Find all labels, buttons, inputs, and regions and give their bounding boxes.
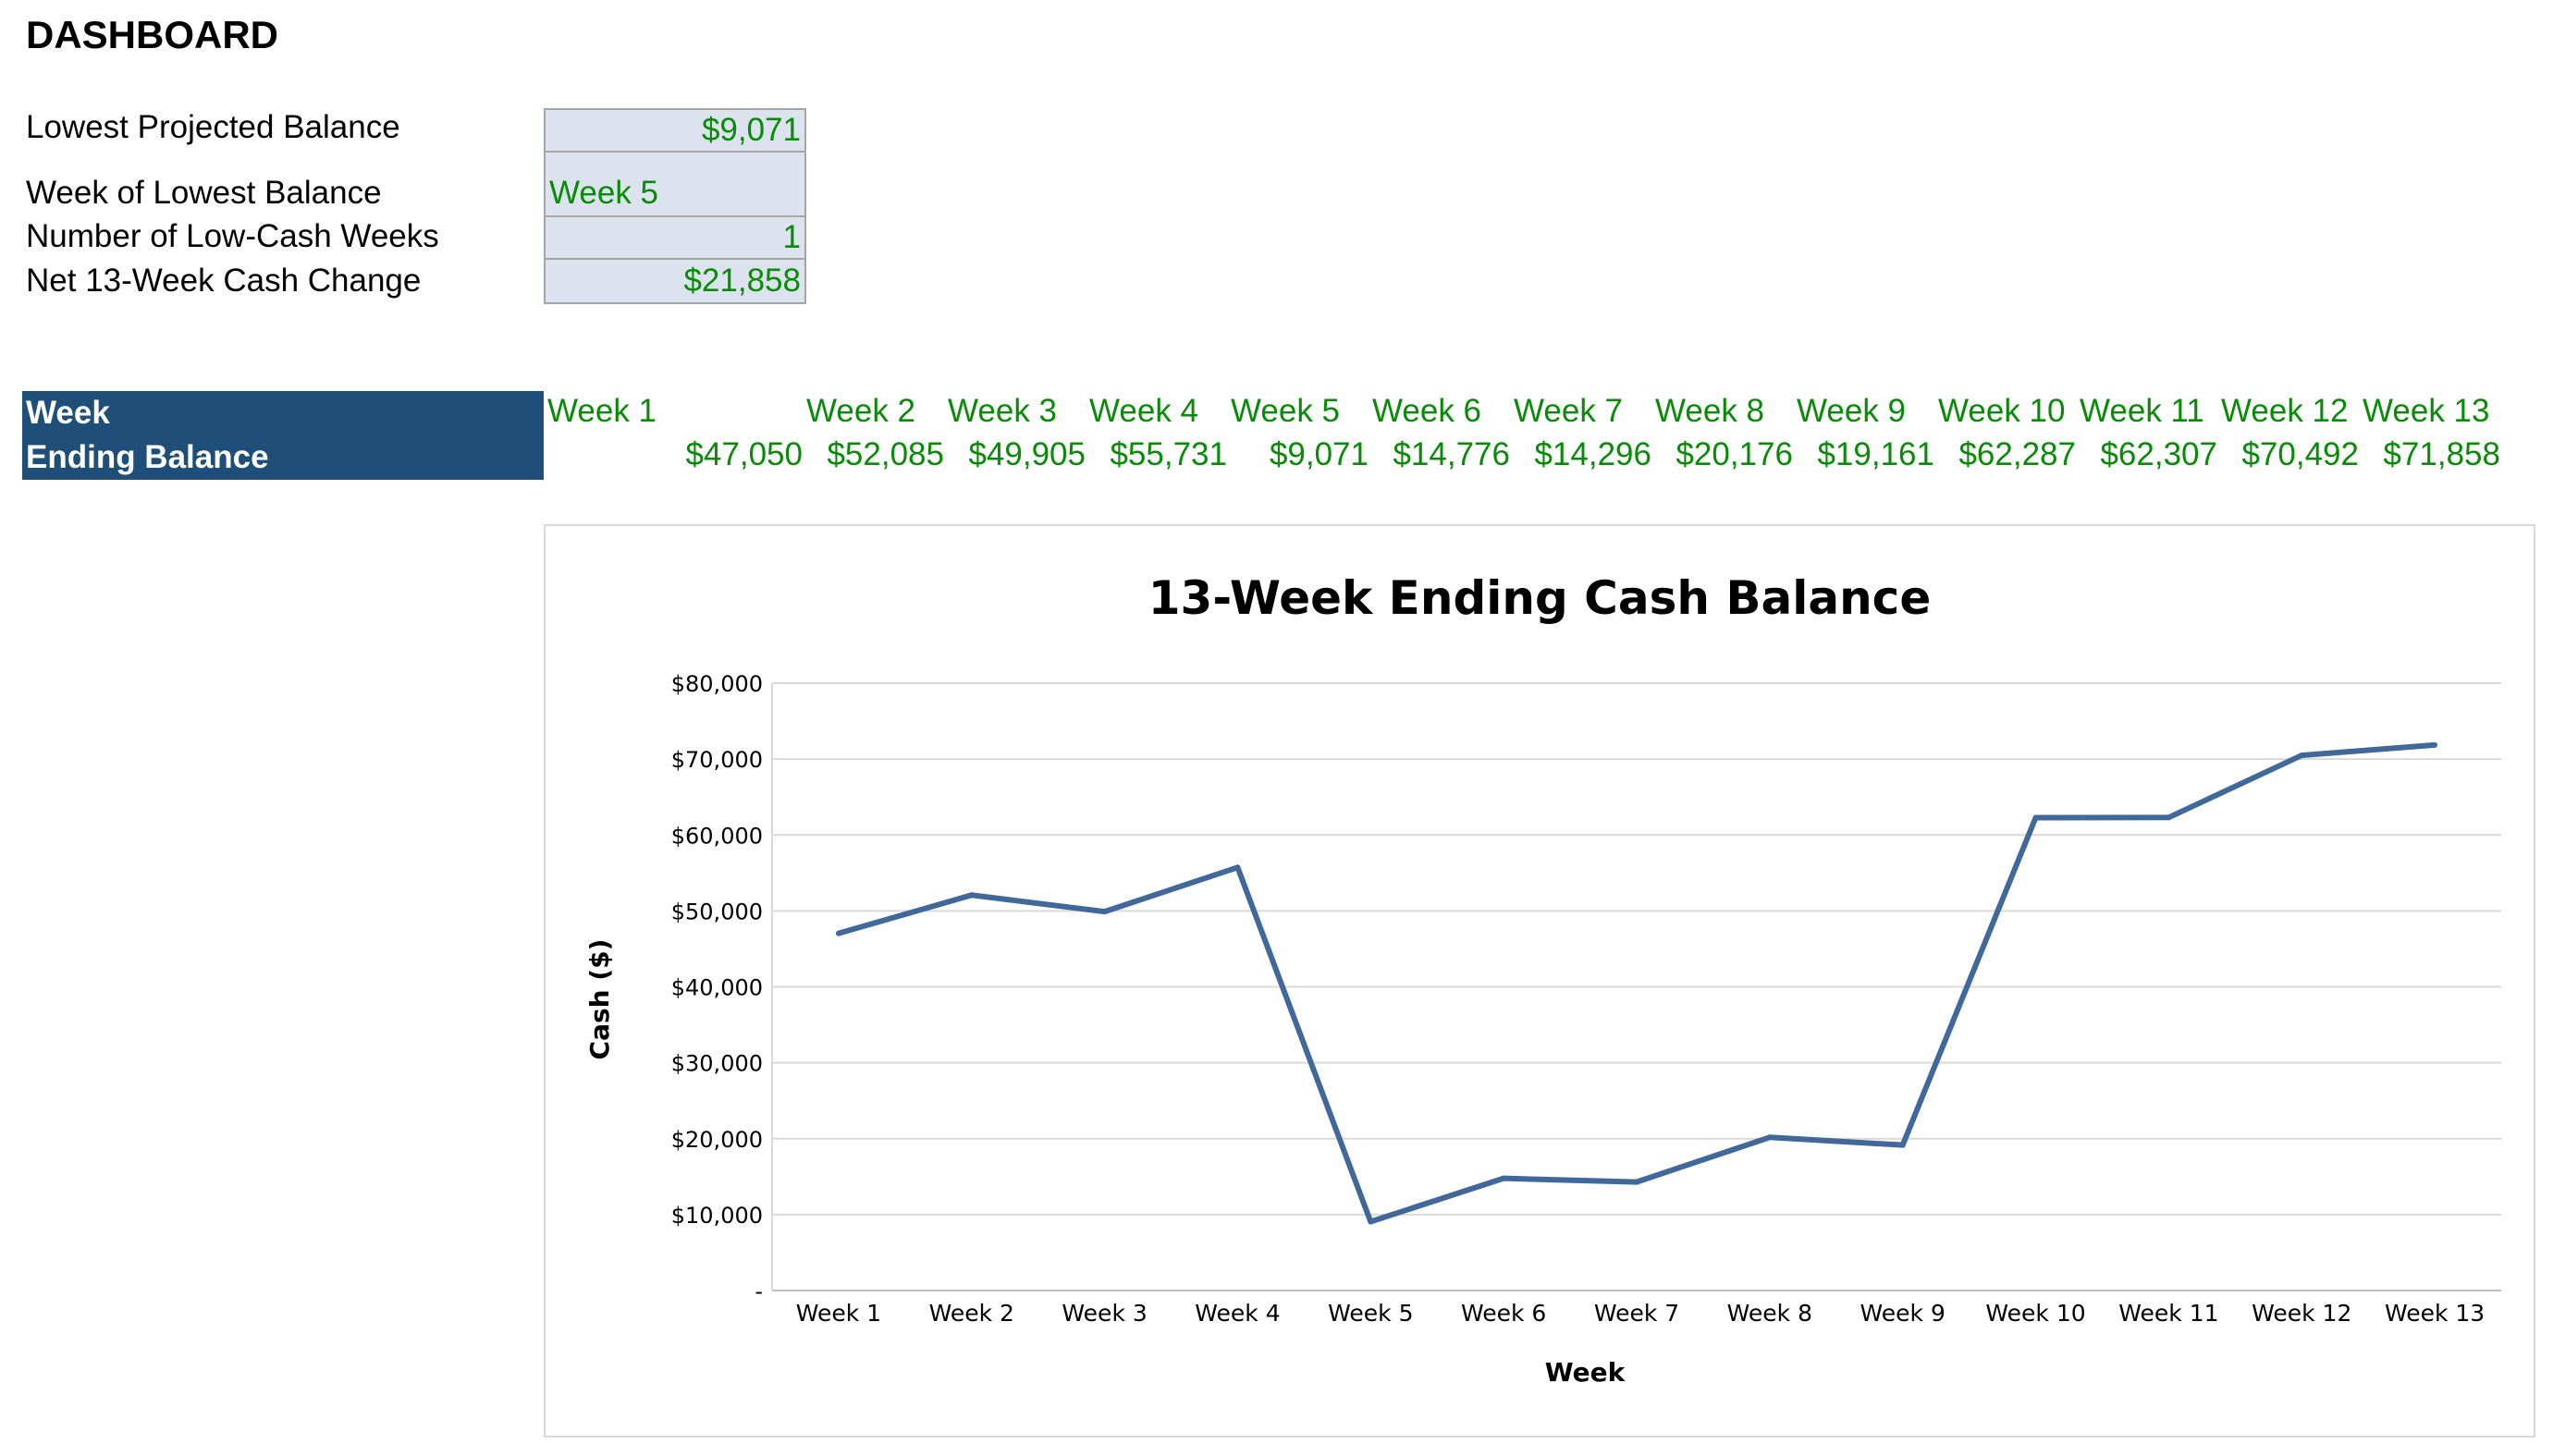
data-point[interactable]: [2299, 752, 2305, 759]
x-tick-label: Week 5: [1328, 1300, 1413, 1327]
y-tick-label: $40,000: [671, 975, 763, 1001]
x-tick-label: Week 3: [1062, 1300, 1147, 1327]
kpi-value-low-cash-weeks[interactable]: 1: [544, 215, 806, 260]
data-point[interactable]: [835, 930, 841, 936]
y-tick-label: -: [755, 1279, 763, 1304]
balance-cell[interactable]: $47,050: [685, 436, 803, 472]
kpi-value-lowest-balance[interactable]: $9,071: [544, 108, 806, 153]
week-cell[interactable]: Week 3: [948, 393, 1058, 429]
x-tick-label: Week 11: [2118, 1300, 2218, 1327]
week-cell[interactable]: Week 1: [547, 393, 657, 429]
y-tick-label: $10,000: [671, 1203, 763, 1229]
balance-cell[interactable]: $14,776: [1393, 436, 1510, 472]
balance-cell[interactable]: $20,176: [1675, 436, 1793, 472]
balance-cell[interactable]: $19,161: [1817, 436, 1934, 472]
data-point[interactable]: [1634, 1179, 1639, 1185]
week-cell[interactable]: Week 9: [1797, 393, 1907, 429]
y-tick-label: $30,000: [671, 1051, 763, 1077]
data-point[interactable]: [2032, 814, 2039, 821]
x-tick-label: Week 10: [1985, 1300, 2085, 1327]
data-point[interactable]: [2166, 814, 2172, 821]
dashboard-title: DASHBOARD: [26, 13, 278, 56]
line-chart: 13-Week Ending Cash Balance Week Cash ($…: [584, 571, 2501, 1388]
y-tick-labels: - $10,000 $20,000 $30,000 $40,000 $50,000 $60,…: [671, 671, 763, 1304]
data-point[interactable]: [2432, 741, 2438, 748]
y-tick-label: $50,000: [671, 899, 763, 924]
kpi-label-low-cash-weeks: Number of Low-Cash Weeks: [26, 218, 439, 254]
data-point[interactable]: [1899, 1142, 1906, 1148]
y-tick-label: $80,000: [671, 671, 763, 697]
x-tick-label: Week 6: [1461, 1300, 1546, 1327]
week-cell[interactable]: Week 6: [1372, 393, 1482, 429]
week-cell[interactable]: Week 10: [1938, 393, 2066, 429]
x-tick-label: Week 9: [1860, 1300, 1945, 1327]
data-point[interactable]: [1101, 909, 1108, 915]
week-cell[interactable]: Week 5: [1231, 393, 1341, 429]
y-tick-label: $20,000: [671, 1127, 763, 1153]
x-tick-label: Week 13: [2385, 1300, 2485, 1327]
balance-cell[interactable]: $70,492: [2241, 436, 2359, 472]
series-cash-balance: [835, 741, 2438, 1225]
week-cell[interactable]: Week 2: [806, 393, 916, 429]
balance-cell[interactable]: $62,287: [1958, 436, 2076, 472]
x-tick-labels: Week 1 Week 2 Week 3 Week 4 Week 5 Week 6 Week…: [796, 1300, 2485, 1327]
x-tick-label: Week 7: [1594, 1300, 1679, 1327]
chart-title: 13-Week Ending Cash Balance: [1148, 571, 1931, 625]
balance-cell[interactable]: $55,731: [1110, 436, 1227, 472]
week-cell[interactable]: Week 13: [2363, 393, 2490, 429]
gridlines: [771, 682, 2501, 1291]
balance-cell[interactable]: $52,085: [827, 436, 944, 472]
y-axis-label: Cash ($): [584, 939, 615, 1060]
balance-cell[interactable]: $49,905: [968, 436, 1086, 472]
data-point[interactable]: [1368, 1218, 1374, 1225]
y-tick-label: $60,000: [671, 823, 763, 849]
kpi-value-net-change[interactable]: $21,858: [544, 258, 806, 304]
series-line[interactable]: [838, 741, 2436, 1225]
x-axis-label: Week: [1545, 1357, 1626, 1388]
balance-cell[interactable]: $14,296: [1534, 436, 1651, 472]
x-tick-label: Week 2: [929, 1300, 1014, 1327]
balance-cell[interactable]: $9,071: [1269, 436, 1369, 472]
data-point[interactable]: [1501, 1175, 1507, 1181]
data-point[interactable]: [1234, 864, 1241, 871]
balance-row-header: Ending Balance: [22, 435, 544, 480]
x-tick-label: Week 12: [2252, 1300, 2351, 1327]
kpi-label-net-change: Net 13-Week Cash Change: [26, 263, 422, 299]
week-cell[interactable]: Week 7: [1514, 393, 1624, 429]
y-tick-label: $70,000: [671, 747, 763, 773]
x-tick-label: Week 4: [1195, 1300, 1280, 1327]
week-cell[interactable]: Week 4: [1089, 393, 1199, 429]
balance-cell[interactable]: $71,858: [2383, 436, 2500, 472]
week-row-header: Week: [22, 391, 544, 435]
kpi-label-week-lowest: Week of Lowest Balance: [26, 175, 382, 211]
x-tick-label: Week 1: [796, 1300, 881, 1327]
kpi-label-lowest-balance: Lowest Projected Balance: [26, 109, 400, 145]
data-point[interactable]: [1766, 1134, 1773, 1141]
balance-cell[interactable]: $62,307: [2100, 436, 2217, 472]
chart-container[interactable]: 13-Week Ending Cash Balance Week Cash ($…: [544, 524, 2535, 1438]
x-tick-label: Week 8: [1727, 1300, 1812, 1327]
week-cell[interactable]: Week 8: [1655, 393, 1765, 429]
data-point[interactable]: [968, 892, 975, 899]
kpi-value-week-lowest[interactable]: Week 5: [544, 151, 806, 217]
week-cell[interactable]: Week 11: [2080, 393, 2204, 429]
week-cell[interactable]: Week 12: [2221, 393, 2349, 429]
